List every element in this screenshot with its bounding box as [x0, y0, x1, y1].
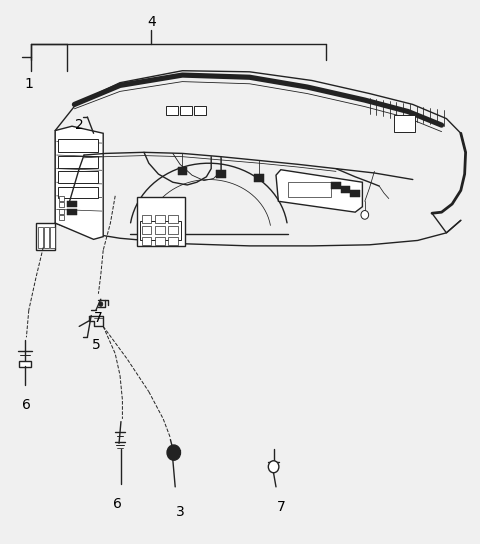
- Text: 6: 6: [113, 497, 122, 511]
- Bar: [59, 209, 64, 214]
- Polygon shape: [36, 223, 55, 250]
- Bar: [50, 227, 55, 248]
- Text: 4: 4: [147, 15, 156, 29]
- Bar: [331, 182, 341, 189]
- Text: 7: 7: [94, 311, 103, 325]
- Bar: [59, 196, 64, 201]
- Bar: [155, 215, 165, 223]
- Bar: [59, 202, 64, 207]
- Circle shape: [268, 461, 279, 473]
- Circle shape: [167, 445, 180, 460]
- Bar: [140, 221, 181, 240]
- Bar: [59, 215, 64, 220]
- Bar: [155, 237, 165, 245]
- Bar: [168, 237, 178, 245]
- Polygon shape: [55, 126, 103, 239]
- Bar: [155, 226, 165, 234]
- Bar: [394, 115, 415, 132]
- Bar: [288, 182, 331, 197]
- Bar: [142, 215, 151, 223]
- Bar: [254, 174, 264, 182]
- Bar: [216, 170, 226, 178]
- Text: 1: 1: [24, 77, 33, 91]
- Bar: [142, 226, 151, 234]
- Bar: [137, 197, 185, 246]
- Bar: [67, 201, 77, 207]
- Circle shape: [99, 302, 103, 306]
- Bar: [44, 227, 49, 248]
- Bar: [168, 226, 178, 234]
- Bar: [67, 209, 77, 215]
- Bar: [168, 215, 178, 223]
- Bar: [19, 361, 31, 367]
- Circle shape: [361, 211, 369, 219]
- Bar: [180, 106, 192, 115]
- Text: 6: 6: [22, 398, 31, 412]
- Text: 7: 7: [276, 500, 285, 514]
- Text: 3: 3: [176, 505, 184, 520]
- Bar: [58, 156, 98, 168]
- Text: 2: 2: [75, 118, 84, 132]
- Bar: [166, 106, 178, 115]
- Bar: [194, 106, 206, 115]
- Polygon shape: [276, 170, 362, 212]
- Bar: [58, 139, 98, 152]
- Bar: [58, 187, 98, 198]
- Bar: [38, 227, 43, 248]
- Text: 5: 5: [92, 338, 100, 353]
- Bar: [350, 190, 360, 197]
- Bar: [142, 237, 151, 245]
- Bar: [58, 171, 98, 183]
- Bar: [341, 186, 350, 193]
- Bar: [178, 167, 187, 175]
